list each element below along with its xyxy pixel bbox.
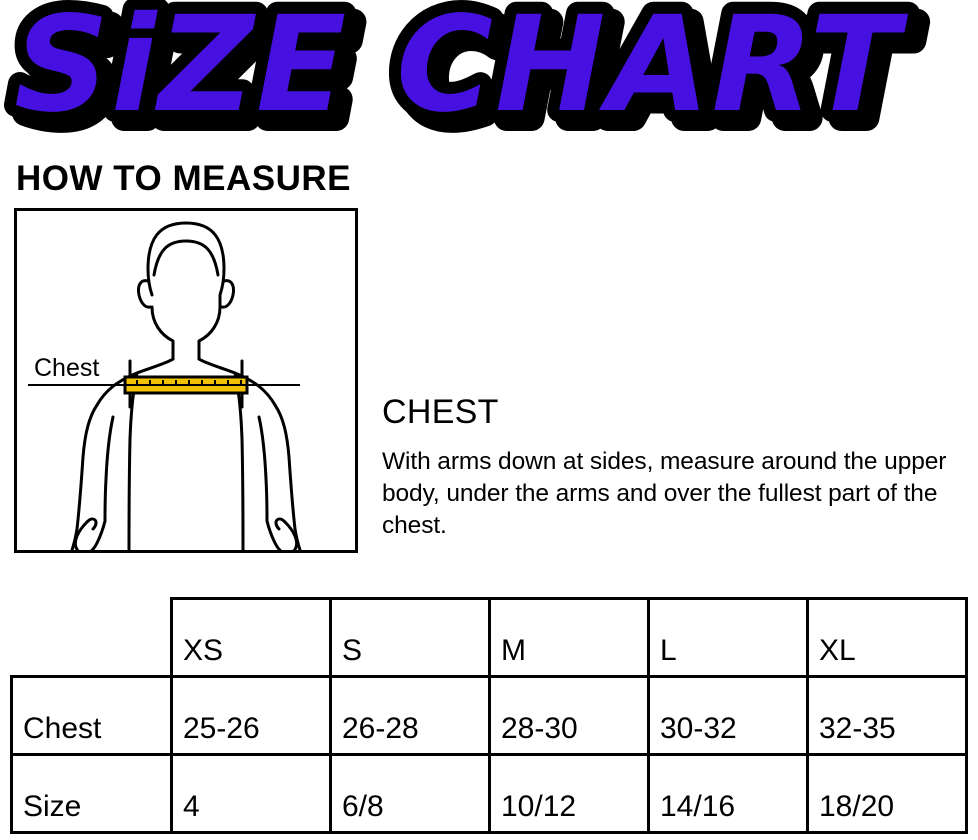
table-corner-cell xyxy=(12,599,172,677)
how-to-measure-heading: HOW TO MEASURE xyxy=(16,159,351,198)
size-chart-table: XS S M L XL Chest 25-26 26-28 28-30 30-32 32-35 Siz… xyxy=(10,597,968,834)
table-row: Chest 25-26 26-28 28-30 30-32 32-35 xyxy=(10,675,968,756)
size-chart-title-graphic: SiZE CHART SiZE CHART SiZE CHART xyxy=(2,0,928,144)
table-row: Size 4 6/8 10/12 14/16 18/20 xyxy=(10,753,968,834)
table-cell: 25-26 xyxy=(170,675,332,756)
how-to-measure-illustration xyxy=(14,208,358,553)
table-cell: 30-32 xyxy=(647,675,809,756)
table-cell: 26-28 xyxy=(329,675,491,756)
chest-measure-heading: CHEST xyxy=(382,393,499,431)
table-cell: 6/8 xyxy=(329,753,491,834)
table-cell: 10/12 xyxy=(488,753,650,834)
chest-info-block: CHEST With arms down at sides, measure a… xyxy=(382,392,972,542)
table-column-header: M xyxy=(488,597,650,678)
page-title: SiZE CHART SiZE CHART SiZE CHART xyxy=(0,0,978,144)
title-outline-layer: SiZE CHART xyxy=(14,0,908,142)
table-column-header: XS xyxy=(170,597,332,678)
title-text: SiZE CHART xyxy=(14,0,908,142)
table-header-row: XS S M L XL xyxy=(12,597,968,678)
title-shadow-layer: SiZE CHART xyxy=(23,0,917,144)
table-row-label: Chest xyxy=(10,675,173,756)
chest-measure-description: With arms down at sides, measure around … xyxy=(382,448,947,539)
table-column-header: S xyxy=(329,597,491,678)
male-torso-figure-icon xyxy=(70,221,302,550)
table-cell: 4 xyxy=(170,753,332,834)
table-column-header: L xyxy=(647,597,809,678)
table-column-header: XL xyxy=(806,597,968,678)
table-cell: 32-35 xyxy=(806,675,968,756)
table-cell: 14/16 xyxy=(647,753,809,834)
table-cell: 28-30 xyxy=(488,675,650,756)
measuring-tape xyxy=(123,375,249,395)
table-row-label: Size xyxy=(10,753,173,834)
table-cell: 18/20 xyxy=(806,753,968,834)
